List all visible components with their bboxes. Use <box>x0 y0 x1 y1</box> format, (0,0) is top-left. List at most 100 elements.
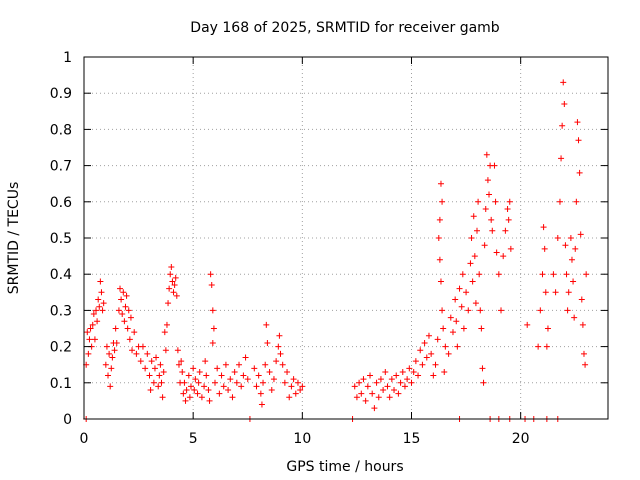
data-point <box>281 379 288 386</box>
data-point <box>472 300 479 307</box>
data-point <box>153 354 160 361</box>
data-point <box>165 300 172 307</box>
data-point <box>103 343 110 350</box>
data-point <box>294 379 301 386</box>
data-point <box>565 289 572 296</box>
data-point <box>209 307 216 314</box>
data-point <box>453 318 460 325</box>
data-point <box>173 292 180 299</box>
data-point <box>275 343 282 350</box>
data-point <box>543 343 550 350</box>
data-point <box>131 329 138 336</box>
data-point <box>258 401 265 408</box>
data-point <box>391 387 398 394</box>
data-point <box>137 358 144 365</box>
data-point <box>380 387 387 394</box>
data-point <box>231 368 238 375</box>
data-point <box>570 278 577 285</box>
data-point <box>430 372 437 379</box>
data-point <box>139 343 146 350</box>
grid-lines <box>84 57 608 419</box>
data-point <box>160 368 167 375</box>
data-point <box>236 361 243 368</box>
data-point <box>456 285 463 292</box>
data-point <box>559 122 566 129</box>
data-point <box>121 318 128 325</box>
data-point <box>540 224 547 231</box>
data-point <box>445 350 452 357</box>
data-point <box>109 354 116 361</box>
data-point <box>158 379 165 386</box>
data-point <box>299 383 306 390</box>
data-point <box>474 227 480 234</box>
data-point <box>202 358 209 365</box>
data-point <box>171 282 178 289</box>
data-point <box>483 151 490 158</box>
data-point <box>125 307 132 314</box>
data-point <box>270 376 277 383</box>
data-point <box>262 361 269 368</box>
data-point <box>127 314 134 321</box>
data-point <box>147 387 154 394</box>
data-point <box>276 332 283 339</box>
data-point <box>198 394 205 401</box>
data-point <box>218 372 225 379</box>
data-point <box>576 169 583 176</box>
data-point <box>470 213 477 220</box>
data-point <box>146 372 153 379</box>
data-point <box>155 383 162 390</box>
data-point <box>535 343 542 350</box>
data-point <box>195 379 202 386</box>
data-point <box>476 271 483 278</box>
data-point <box>369 390 376 397</box>
data-point <box>148 358 155 365</box>
x-tick-label: 20 <box>512 431 530 447</box>
data-point <box>440 325 447 332</box>
data-point <box>386 394 393 401</box>
data-point <box>183 387 190 394</box>
data-point <box>257 390 264 397</box>
data-point <box>96 303 103 310</box>
data-point <box>437 278 444 285</box>
data-point <box>583 271 590 278</box>
data-point <box>233 379 240 386</box>
data-point <box>151 365 158 372</box>
data-point <box>222 361 229 368</box>
data-point <box>181 379 188 386</box>
data-point <box>575 137 582 144</box>
data-point <box>542 289 549 296</box>
data-point <box>119 311 126 318</box>
data-point <box>578 296 585 303</box>
data-point <box>442 343 449 350</box>
data-point <box>437 180 444 187</box>
data-point <box>105 372 112 379</box>
data-point <box>482 206 489 213</box>
data-point <box>504 206 511 213</box>
data-point <box>190 365 197 372</box>
data-point <box>479 365 486 372</box>
data-point <box>486 191 493 198</box>
data-point <box>279 361 286 368</box>
data-point <box>208 282 215 289</box>
data-point <box>425 332 432 339</box>
data-point <box>174 347 181 354</box>
y-tick-label: 0.8 <box>50 122 72 138</box>
data-point <box>428 350 435 357</box>
data-point <box>436 216 443 223</box>
data-point <box>170 289 177 296</box>
data-point <box>399 368 406 375</box>
data-point <box>561 101 568 108</box>
data-point <box>122 303 129 310</box>
data-point <box>95 296 102 303</box>
data-point <box>423 354 430 361</box>
data-point <box>166 285 173 292</box>
data-point <box>133 350 140 357</box>
data-point <box>573 198 580 205</box>
data-point <box>367 372 374 379</box>
y-tick-label: 0.6 <box>50 195 72 211</box>
data-point <box>156 372 163 379</box>
data-point <box>203 372 210 379</box>
data-point <box>488 216 495 223</box>
data-point <box>205 387 212 394</box>
data-point <box>113 339 120 346</box>
